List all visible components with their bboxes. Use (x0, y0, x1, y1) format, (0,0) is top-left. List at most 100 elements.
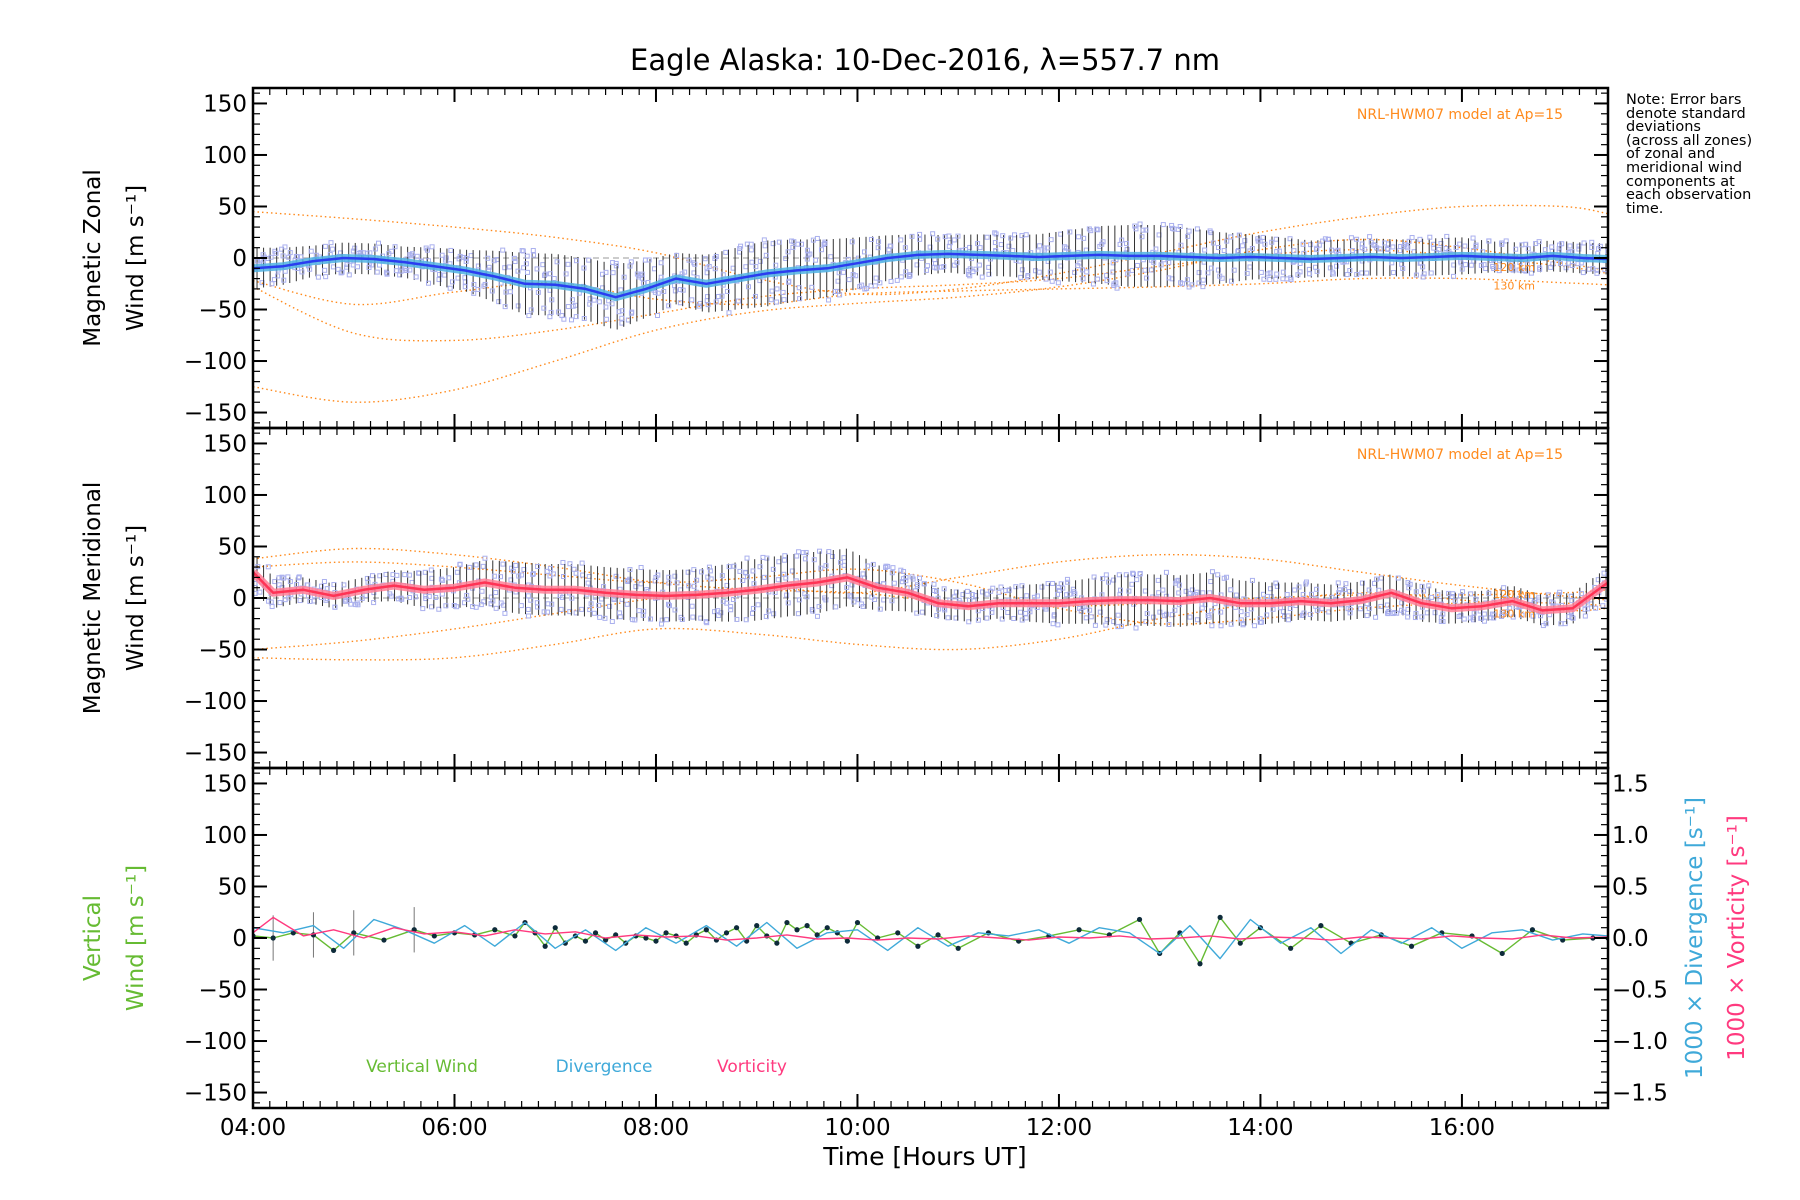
zone-point (999, 616, 1005, 622)
y-tick-label: −150 (184, 741, 247, 767)
note-line: of zonal and (1626, 146, 1716, 163)
zone-point (1249, 246, 1255, 252)
zone-point (1067, 229, 1073, 235)
zone-point (1019, 267, 1025, 273)
zone-point (728, 604, 734, 610)
zone-point (525, 593, 531, 599)
zone-point (1157, 609, 1163, 615)
zone-point (837, 292, 843, 298)
zone-point (967, 273, 973, 279)
zone-point (1405, 606, 1411, 612)
zone-point (1462, 262, 1468, 268)
zone-point (960, 592, 966, 598)
zone-point (1306, 266, 1312, 272)
zone-point (1202, 247, 1208, 253)
zone-point (524, 269, 530, 275)
zone-point (980, 589, 986, 595)
zone-point (1576, 243, 1582, 249)
zone-point (781, 297, 787, 303)
zone-point (475, 286, 481, 292)
zone-point (1569, 614, 1575, 620)
zone-point (1151, 614, 1157, 620)
zone-point (774, 299, 780, 305)
zone-point (902, 245, 908, 251)
zone-point (1208, 265, 1214, 271)
zone-point (321, 578, 327, 584)
zone-point (257, 589, 263, 595)
zone-point (1224, 238, 1230, 244)
zone-point (1427, 234, 1433, 240)
model-curve (253, 553, 1608, 651)
vertical-wind-point (1408, 943, 1415, 949)
zone-point (409, 251, 415, 257)
vertical-wind-point (1529, 927, 1536, 933)
zone-point (328, 240, 334, 246)
zone-point (454, 569, 460, 575)
zone-point (1372, 243, 1378, 249)
zone-point (638, 564, 644, 570)
vertical-wind-point (1318, 923, 1324, 929)
zone-point (429, 575, 435, 581)
zone-point (547, 566, 553, 572)
zone-point (699, 569, 705, 575)
zone-point (383, 571, 389, 577)
zone-point (737, 568, 743, 574)
vertical-wind-point (663, 930, 669, 936)
zone-point (1218, 609, 1224, 615)
zone-point (323, 274, 329, 280)
zone-point (703, 619, 709, 625)
zone-point (933, 265, 939, 271)
zone-point (903, 269, 909, 275)
zone-point (973, 266, 979, 272)
zone-point (689, 603, 695, 609)
zone-point (587, 301, 593, 307)
zone-point (1247, 264, 1253, 270)
zone-point (587, 607, 593, 613)
zone-point (1347, 610, 1353, 616)
zone-point (1280, 276, 1286, 282)
vertical-wind-point (542, 943, 548, 949)
zone-point (1347, 589, 1353, 595)
zone-point (1420, 264, 1426, 270)
zone-point (526, 313, 532, 319)
zone-point (1399, 600, 1405, 606)
model-curve-label: 130 km (1493, 280, 1535, 293)
zone-point (781, 557, 787, 563)
zone-point (818, 247, 824, 253)
zone-point (1413, 272, 1419, 278)
zone-point (296, 574, 302, 580)
zone-point (945, 615, 951, 621)
zone-point (1086, 226, 1092, 232)
zone-point (1405, 614, 1411, 620)
zone-point (797, 296, 803, 302)
zone-point (856, 597, 862, 603)
zone-point (1435, 592, 1441, 598)
vertical-wind-point (512, 933, 518, 939)
zone-point (1045, 245, 1051, 251)
zone-point (596, 602, 602, 608)
zone-point (846, 277, 852, 283)
zone-point (1231, 267, 1237, 273)
y-tick-label: −150 (184, 401, 247, 427)
zone-point (1292, 587, 1298, 593)
note-line: Note: Error bars (1626, 92, 1742, 108)
zone-point (296, 575, 302, 581)
zone-point (1092, 622, 1098, 628)
zone-point (672, 288, 678, 294)
zone-point (941, 586, 947, 592)
zone-point (463, 256, 469, 262)
zone-point (817, 548, 823, 554)
zone-point (1156, 590, 1162, 596)
zone-point (1359, 580, 1365, 586)
zone-point (1542, 247, 1548, 253)
zone-point (1034, 593, 1040, 599)
zone-point (750, 568, 756, 574)
zone-point (610, 270, 616, 276)
zone-point (507, 264, 513, 270)
zone-point (1083, 615, 1089, 621)
zone-point (942, 234, 948, 240)
zone-point (1481, 618, 1487, 624)
zone-point (1419, 583, 1425, 589)
zone-point (367, 250, 373, 256)
